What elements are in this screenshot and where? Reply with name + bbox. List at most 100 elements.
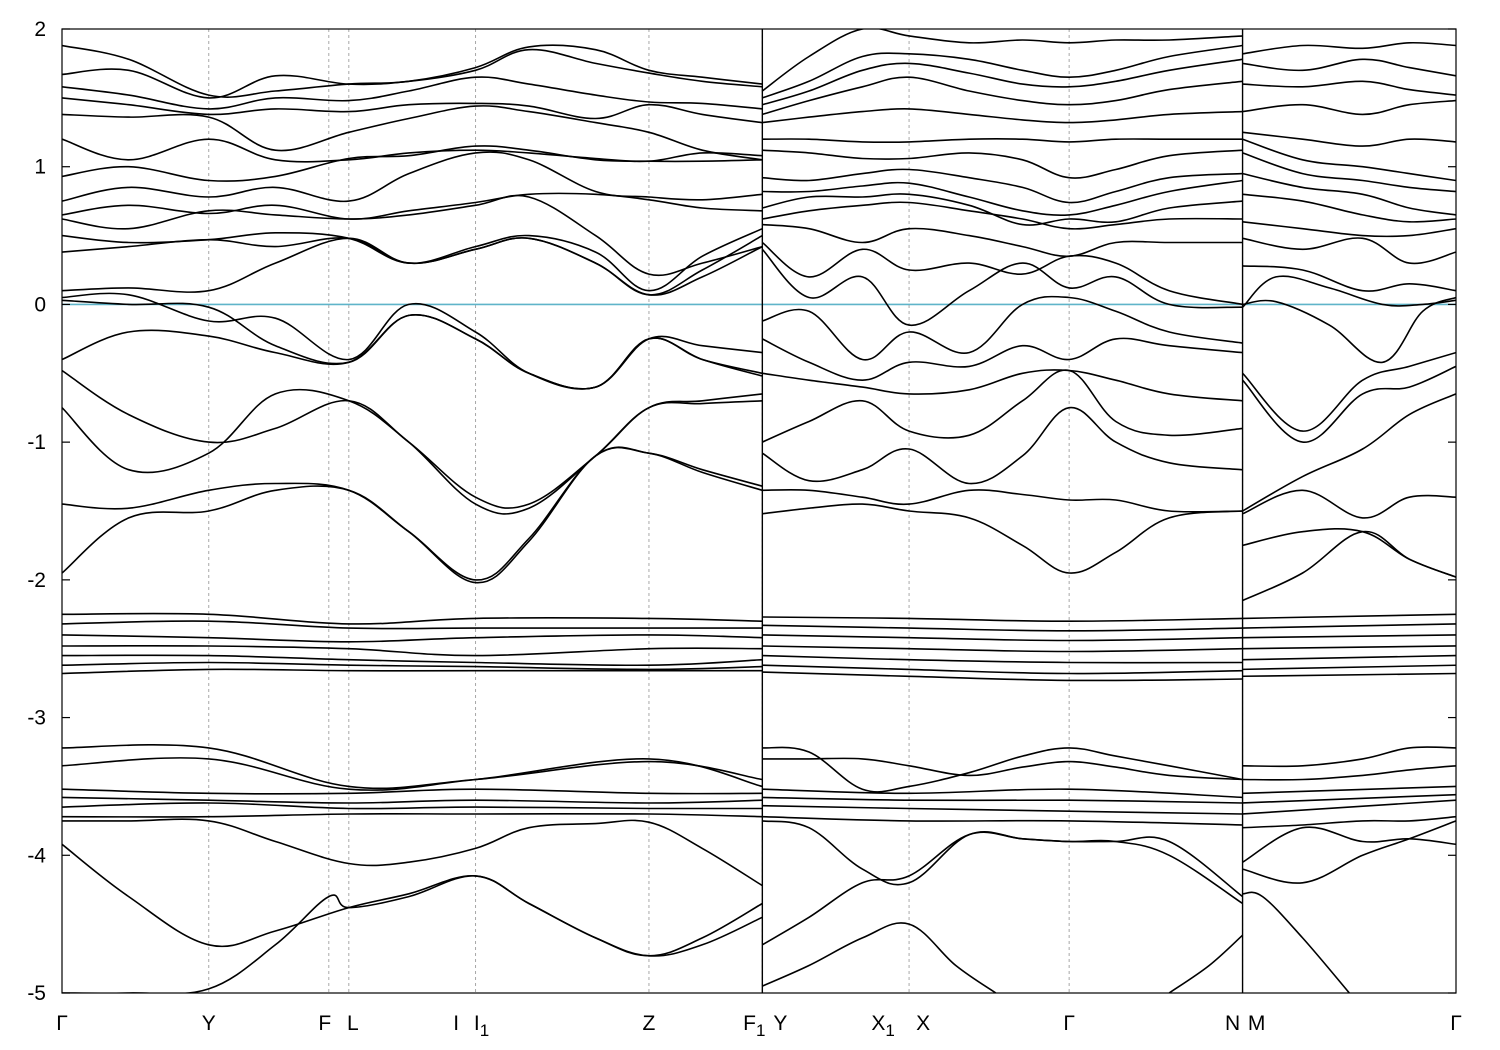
band-line-13: [62, 292, 763, 390]
band-line-45: [762, 193, 1243, 226]
band-line-30: [62, 796, 763, 804]
band-line-19: [62, 446, 763, 584]
kpoint-label-8: Y: [773, 1012, 787, 1035]
band-line-68: [762, 804, 1243, 815]
band-line-93: [1242, 530, 1456, 602]
band-line-42: [762, 149, 1243, 179]
band-line-49: [761, 248, 1243, 326]
kpoint-label-3: L: [347, 1012, 359, 1035]
band-line-28: [62, 757, 763, 791]
ytick-label-2: 0: [34, 293, 46, 316]
band-line-84: [1242, 237, 1456, 265]
plot-frame: [61, 28, 1457, 994]
band-line-25: [62, 661, 763, 671]
band-line-67: [762, 796, 1243, 804]
band-line-50: [762, 295, 1243, 361]
band-line-70: [762, 820, 1244, 898]
band-line-103: [1242, 785, 1456, 795]
kpoint-label-2: F: [318, 1012, 331, 1035]
kpoint-label-14: Γ: [1450, 1012, 1462, 1035]
band-line-37: [762, 44, 1243, 99]
band-line-91: [1242, 489, 1456, 519]
band-line-75: [1242, 58, 1456, 77]
ytick-label-6: -4: [27, 844, 46, 867]
band-line-0: [62, 44, 763, 98]
band-line-41: [762, 138, 1243, 144]
band-line-31: [62, 802, 763, 810]
band-line-72: [761, 922, 997, 993]
band-line-7: [62, 151, 763, 203]
band-line-94: [1242, 613, 1456, 620]
band-line-61: [762, 654, 1243, 664]
x-axis-kpoint-labels: Γ Y F L I I1 Z F1 Y X1 X Γ N M Γ: [56, 1012, 1462, 1040]
ytick-label-7: -5: [27, 982, 46, 1005]
band-line-89: [1242, 365, 1456, 443]
band-line-43: [762, 168, 1243, 204]
k-point-dashed-lines: [208, 29, 1244, 993]
kpoint-label-12: N: [1225, 1012, 1240, 1035]
band-line-44: [762, 179, 1243, 216]
band-line-85: [1242, 265, 1456, 292]
kpoint-label-7: F1: [743, 1012, 765, 1040]
band-line-69: [762, 815, 1243, 826]
band-line-80: [1242, 152, 1456, 193]
band-line-35: [62, 875, 763, 993]
band-line-1: [62, 48, 763, 99]
band-line-12: [62, 237, 763, 296]
band-line-56: [762, 503, 1243, 574]
band-line-100: [1242, 672, 1456, 678]
band-line-18: [62, 446, 763, 581]
band-line-14: [62, 299, 763, 390]
band-line-78: [1242, 131, 1456, 147]
kpoint-label-6: Z: [643, 1012, 656, 1035]
band-line-48: [761, 241, 1243, 306]
band-line-2: [62, 76, 763, 110]
kpoint-label-1: Y: [202, 1012, 216, 1035]
band-line-9: [62, 194, 763, 277]
band-line-36: [761, 29, 1243, 92]
kpoint-label-5: I1: [474, 1012, 489, 1040]
kpoint-label-11: Γ: [1063, 1012, 1075, 1035]
band-line-11: [62, 234, 763, 296]
band-line-22: [62, 634, 763, 643]
ytick-label-1: 1: [34, 156, 46, 179]
band-line-77: [1242, 99, 1456, 116]
band-line-81: [1242, 172, 1456, 216]
band-line-4: [62, 105, 763, 161]
band-line-86: [1242, 296, 1456, 364]
band-line-58: [762, 624, 1243, 632]
band-line-65: [762, 757, 1243, 781]
ytick-label-3: -1: [27, 431, 46, 454]
band-line-3: [62, 97, 763, 124]
band-line-104: [1242, 793, 1456, 804]
band-line-76: [1242, 80, 1456, 96]
band-line-96: [1242, 634, 1456, 639]
band-line-57: [762, 616, 1243, 622]
band-line-82: [1242, 193, 1456, 223]
band-line-107: [1242, 826, 1456, 863]
band-line-66: [762, 788, 1243, 799]
band-line-26: [62, 668, 763, 675]
band-line-87: [1242, 275, 1456, 308]
band-line-54: [761, 406, 1243, 485]
kpoint-label-9: X1: [871, 1012, 894, 1040]
band-line-99: [1242, 664, 1456, 671]
band-line-59: [762, 634, 1243, 642]
kpoint-label-13: M: [1248, 1012, 1266, 1035]
band-line-74: [1242, 41, 1456, 55]
band-line-73: [1168, 934, 1244, 993]
band-line-95: [1242, 623, 1456, 629]
band-line-8: [62, 192, 763, 220]
ytick-label-0: 2: [34, 18, 46, 41]
band-line-32: [62, 812, 763, 818]
band-line-79: [1242, 138, 1456, 182]
ytick-label-4: -2: [27, 569, 46, 592]
band-line-21: [62, 620, 763, 630]
band-line-88: [1242, 351, 1456, 432]
kpoint-label-4: I: [453, 1012, 459, 1035]
band-line-62: [762, 664, 1243, 675]
band-line-52: [762, 369, 1243, 402]
band-line-17: [62, 388, 763, 515]
band-line-5: [62, 138, 763, 163]
